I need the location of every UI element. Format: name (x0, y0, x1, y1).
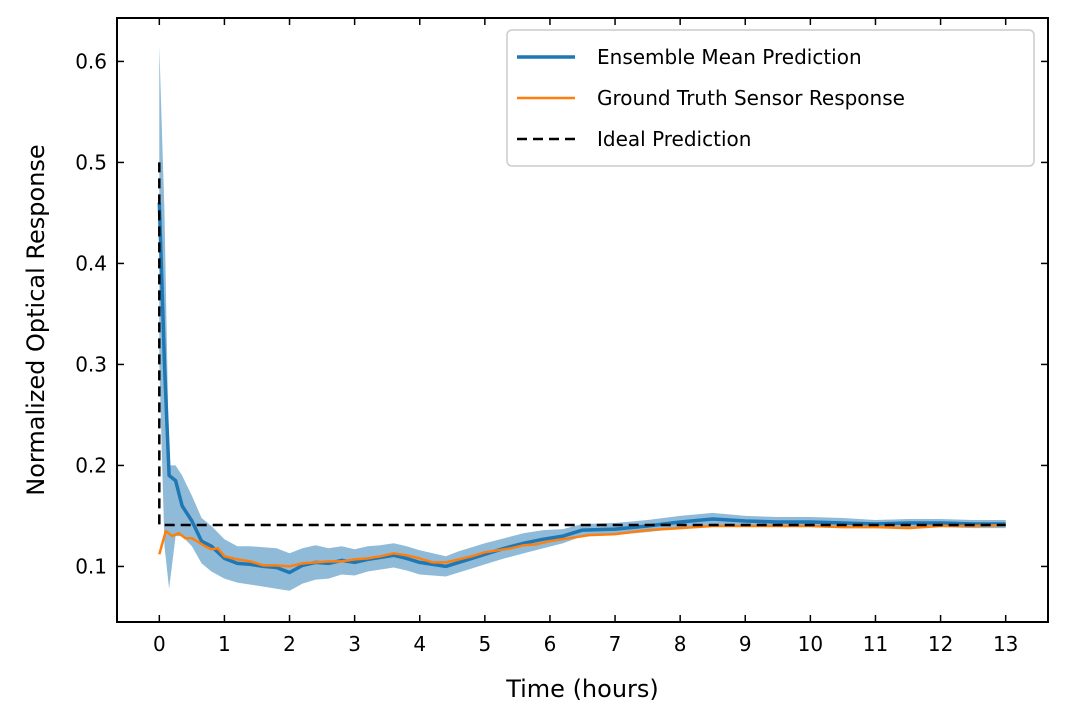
x-tick-label: 9 (739, 632, 752, 656)
series-line-1 (157, 202, 1006, 575)
series-line-3 (158, 162, 1006, 527)
x-tick-label: 7 (609, 632, 622, 656)
x-tick-label: 12 (928, 632, 953, 656)
x-axis-title: Time (hours) (505, 675, 659, 703)
legend: Ensemble Mean Prediction Ground Truth Sen… (506, 29, 1035, 167)
y-axis-title: Normalized Optical Response (22, 144, 50, 495)
legend-label: Ground Truth Sensor Response (597, 86, 905, 110)
legend-label: Ideal Prediction (597, 127, 751, 151)
legend-box (506, 29, 1035, 167)
x-tick-label: 2 (283, 632, 296, 656)
y-tick-label: 0.4 (75, 251, 107, 275)
series-layer (157, 162, 1006, 575)
x-tick-label: 10 (798, 632, 823, 656)
plot-frame (116, 17, 1049, 623)
y-tick-label: 0.5 (75, 150, 107, 174)
x-tick-label: 8 (674, 632, 687, 656)
y-tick-label: 0.6 (75, 49, 107, 73)
x-tick-label: 4 (413, 632, 426, 656)
x-tick-label: 6 (544, 632, 557, 656)
x-tick-label: 3 (348, 632, 361, 656)
x-tick-label: 1 (218, 632, 231, 656)
y-tick-label: 0.3 (75, 352, 107, 376)
y-tick-label: 0.2 (75, 453, 107, 477)
x-axis: 0 1 2 3 4 5 6 7 8 9 10 11 12 13 (153, 18, 1018, 656)
x-tick-label: 13 (993, 632, 1018, 656)
x-tick-label: 5 (478, 632, 491, 656)
y-tick-label: 0.1 (75, 554, 107, 578)
y-axis: 0.1 0.2 0.3 0.4 0.5 0.6 (75, 49, 1048, 578)
legend-label: Ensemble Mean Prediction (597, 45, 862, 69)
x-tick-label: 11 (863, 632, 888, 656)
x-tick-label: 0 (153, 632, 166, 656)
